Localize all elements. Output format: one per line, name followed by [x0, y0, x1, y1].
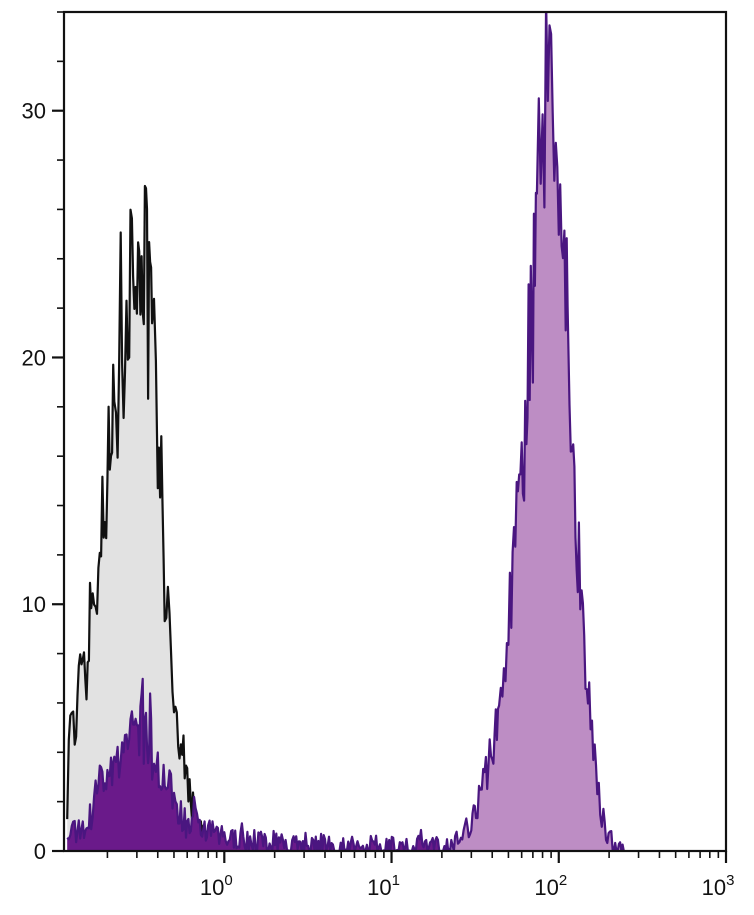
x-tick-label-exponent: 2 — [559, 872, 567, 889]
x-tick-label: 103 — [702, 872, 735, 900]
x-tick-label: 101 — [367, 872, 400, 900]
x-tick-label-exponent: 0 — [224, 872, 232, 889]
series-stained-high-line — [448, 12, 625, 851]
series-stained-low — [66, 677, 452, 851]
x-tick-label-base: 10 — [367, 875, 391, 900]
series-stained-high-area — [448, 12, 624, 851]
y-tick-label: 20 — [22, 345, 46, 370]
series-control-area — [67, 186, 225, 851]
series-stained-high — [448, 12, 625, 851]
y-tick-label: 10 — [22, 592, 46, 617]
series-stained-low-line — [66, 677, 452, 851]
plot-frame — [62, 10, 728, 853]
x-tick-label-base: 10 — [702, 875, 726, 900]
x-tick-label-base: 10 — [200, 875, 224, 900]
series-layer — [66, 12, 625, 851]
x-tick-label-exponent: 3 — [726, 872, 734, 889]
x-tick-label: 102 — [534, 872, 567, 900]
x-tick-label-exponent: 1 — [392, 872, 400, 889]
series-stained-low-area — [67, 678, 452, 851]
y-tick-label: 30 — [22, 99, 46, 124]
x-tick-label-base: 10 — [534, 875, 558, 900]
x-tick-label: 100 — [200, 872, 233, 900]
y-tick-label: 0 — [34, 839, 46, 864]
